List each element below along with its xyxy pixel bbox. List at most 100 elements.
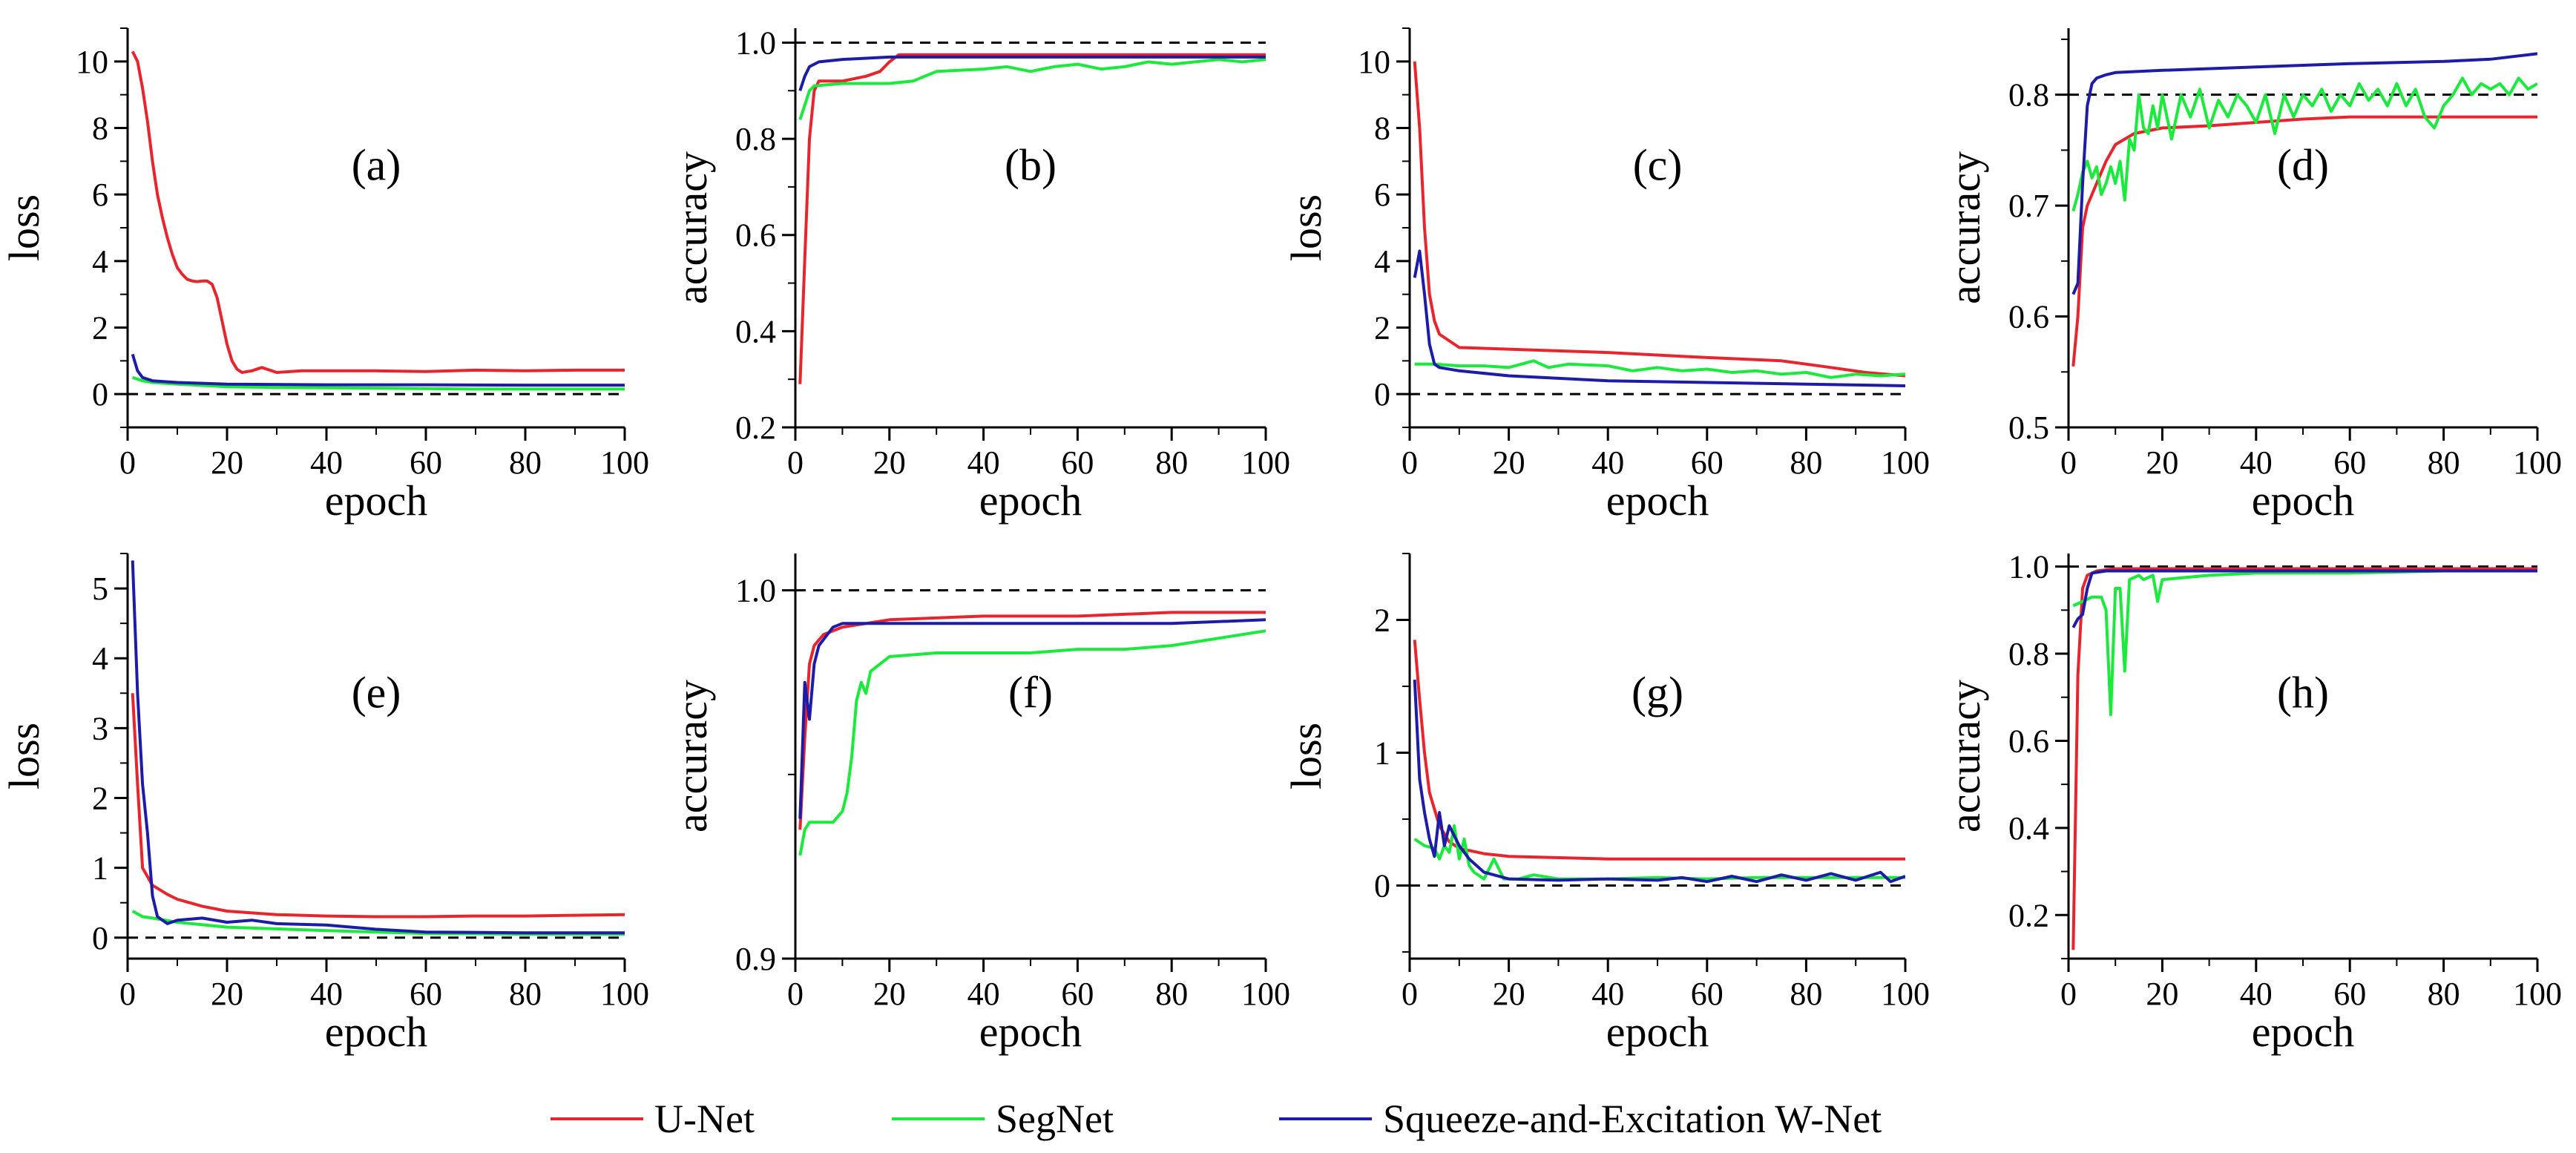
series-line-segnet bbox=[798, 629, 1266, 856]
x-tick-label: 60 bbox=[2333, 444, 2366, 481]
series-line-sew bbox=[131, 353, 625, 387]
series-line-segnet bbox=[1413, 824, 1905, 881]
x-axis-title: epoch bbox=[979, 476, 1082, 525]
series-line-unet bbox=[1413, 61, 1905, 378]
y-tick-label: 0 bbox=[92, 376, 108, 413]
y-tick-label: 0.5 bbox=[2008, 410, 2049, 446]
legend-label-sew: Squeeze-and-Excitation W-Net bbox=[1383, 1097, 1882, 1141]
series-line-sew bbox=[2071, 52, 2537, 295]
y-tick-label: 2 bbox=[1374, 310, 1390, 346]
y-axis-title: accuracy bbox=[668, 680, 716, 832]
x-tick-label: 60 bbox=[1061, 976, 1094, 1012]
chart-panel-e: 0 20 40 60 80 100 0 1 2 3 4 5 epoch loss (e) bbox=[0, 553, 649, 1056]
x-tick-label: 100 bbox=[2513, 444, 2562, 481]
chart-panel-f: 0 20 40 60 80 100 0.9 1.0 epoch accuracy (f) bbox=[668, 553, 1290, 1056]
y-tick-label: 0.8 bbox=[2008, 636, 2049, 672]
series-line-segnet bbox=[2072, 569, 2537, 717]
y-tick-label: 4 bbox=[92, 243, 108, 280]
y-tick-label: 0.4 bbox=[2008, 810, 2049, 847]
x-tick-label: 20 bbox=[2146, 444, 2178, 481]
x-tick-label: 20 bbox=[1493, 444, 1525, 481]
y-tick-label: 0.6 bbox=[2008, 723, 2049, 759]
y-axis-title: loss bbox=[1282, 723, 1330, 789]
chart-panel-g: 0 20 40 60 80 100 0 1 2 epoch loss (g) bbox=[1282, 553, 1930, 1056]
y-tick-label: 4 bbox=[1374, 243, 1390, 280]
x-tick-label: 0 bbox=[119, 976, 136, 1012]
y-tick-label: 1 bbox=[92, 850, 108, 887]
panel-label: (e) bbox=[352, 668, 401, 717]
x-tick-label: 60 bbox=[1691, 976, 1724, 1012]
x-tick-label: 80 bbox=[1790, 444, 1822, 481]
y-tick-label: 1.0 bbox=[2008, 549, 2049, 585]
y-axis-title: loss bbox=[0, 194, 48, 261]
x-tick-label: 100 bbox=[1241, 976, 1290, 1012]
series-line-unet bbox=[1413, 640, 1905, 861]
y-tick-label: 2 bbox=[1374, 602, 1390, 639]
x-tick-label: 20 bbox=[2146, 976, 2178, 1012]
series-line-unet bbox=[131, 50, 625, 374]
x-tick-label: 40 bbox=[310, 444, 343, 481]
x-tick-label: 0 bbox=[1402, 976, 1418, 1012]
x-tick-label: 60 bbox=[2333, 976, 2366, 1012]
series-line-unet bbox=[131, 693, 625, 919]
y-axis-title: accuracy bbox=[668, 151, 716, 304]
x-tick-label: 80 bbox=[509, 976, 542, 1012]
chart-panel-h: 0 20 40 60 80 100 0.2 0.4 0.6 0.8 1.0 epoch accuracy… bbox=[1941, 549, 2562, 1056]
panel-label: (c) bbox=[1633, 140, 1683, 189]
y-tick-label: 5 bbox=[92, 571, 108, 607]
x-tick-label: 40 bbox=[967, 444, 1000, 481]
x-tick-label: 0 bbox=[2060, 444, 2077, 481]
x-tick-label: 100 bbox=[1881, 976, 1930, 1012]
x-axis-title: epoch bbox=[2252, 476, 2355, 525]
y-tick-label: 0.4 bbox=[735, 313, 776, 349]
x-tick-label: 40 bbox=[2240, 444, 2273, 481]
x-tick-label: 80 bbox=[2428, 444, 2460, 481]
series-line-segnet bbox=[132, 375, 625, 391]
x-axis-title: epoch bbox=[2252, 1008, 2355, 1056]
x-tick-label: 40 bbox=[2240, 976, 2273, 1012]
series-line-sew bbox=[1413, 249, 1905, 387]
y-tick-label: 0.2 bbox=[2008, 897, 2049, 933]
x-axis-title: epoch bbox=[979, 1008, 1082, 1056]
x-tick-label: 80 bbox=[2428, 976, 2460, 1012]
x-tick-label: 20 bbox=[873, 976, 906, 1012]
x-tick-label: 40 bbox=[967, 976, 1000, 1012]
legend-label-segnet: SegNet bbox=[996, 1097, 1114, 1141]
y-tick-label: 0.9 bbox=[735, 941, 776, 977]
x-tick-label: 100 bbox=[1241, 444, 1290, 481]
legend-label-unet: U-Net bbox=[654, 1097, 755, 1141]
series-line-unet bbox=[2071, 567, 2537, 950]
panel-label: (a) bbox=[352, 140, 401, 189]
x-tick-label: 0 bbox=[787, 444, 804, 481]
y-tick-label: 6 bbox=[92, 177, 108, 213]
x-tick-label: 80 bbox=[509, 444, 542, 481]
y-tick-label: 8 bbox=[92, 111, 108, 147]
legend: U-Net SegNet Squeeze-and-Excitation W-Net bbox=[551, 1097, 1882, 1141]
x-tick-label: 0 bbox=[2060, 976, 2077, 1012]
x-tick-label: 80 bbox=[1155, 976, 1188, 1012]
y-tick-label: 3 bbox=[92, 710, 108, 746]
x-tick-label: 20 bbox=[1493, 976, 1525, 1012]
panel-label: (d) bbox=[2277, 140, 2329, 189]
panel-label: (g) bbox=[1632, 668, 1683, 717]
x-tick-label: 80 bbox=[1155, 444, 1188, 481]
y-tick-label: 0.2 bbox=[735, 410, 776, 446]
panel-label: (h) bbox=[2277, 668, 2329, 717]
y-axis-title: loss bbox=[1282, 194, 1330, 261]
y-tick-label: 0.6 bbox=[735, 217, 776, 254]
x-tick-label: 60 bbox=[410, 444, 442, 481]
series-line-sew bbox=[798, 55, 1266, 91]
x-tick-label: 100 bbox=[600, 976, 649, 1012]
x-tick-label: 0 bbox=[1402, 444, 1418, 481]
x-tick-label: 100 bbox=[600, 444, 649, 481]
series-line-sew bbox=[131, 560, 625, 935]
y-tick-label: 0 bbox=[92, 920, 108, 956]
x-tick-label: 0 bbox=[787, 976, 804, 1012]
x-axis-title: epoch bbox=[325, 1008, 428, 1056]
x-tick-label: 40 bbox=[1591, 976, 1624, 1012]
x-axis-title: epoch bbox=[1606, 476, 1709, 525]
y-tick-label: 0.7 bbox=[2008, 188, 2049, 224]
chart-panel-d: 0 20 40 60 80 100 0.5 0.6 0.7 0.8 epoch accuracy (d) bbox=[1941, 28, 2562, 525]
series-line-segnet bbox=[2071, 76, 2537, 212]
